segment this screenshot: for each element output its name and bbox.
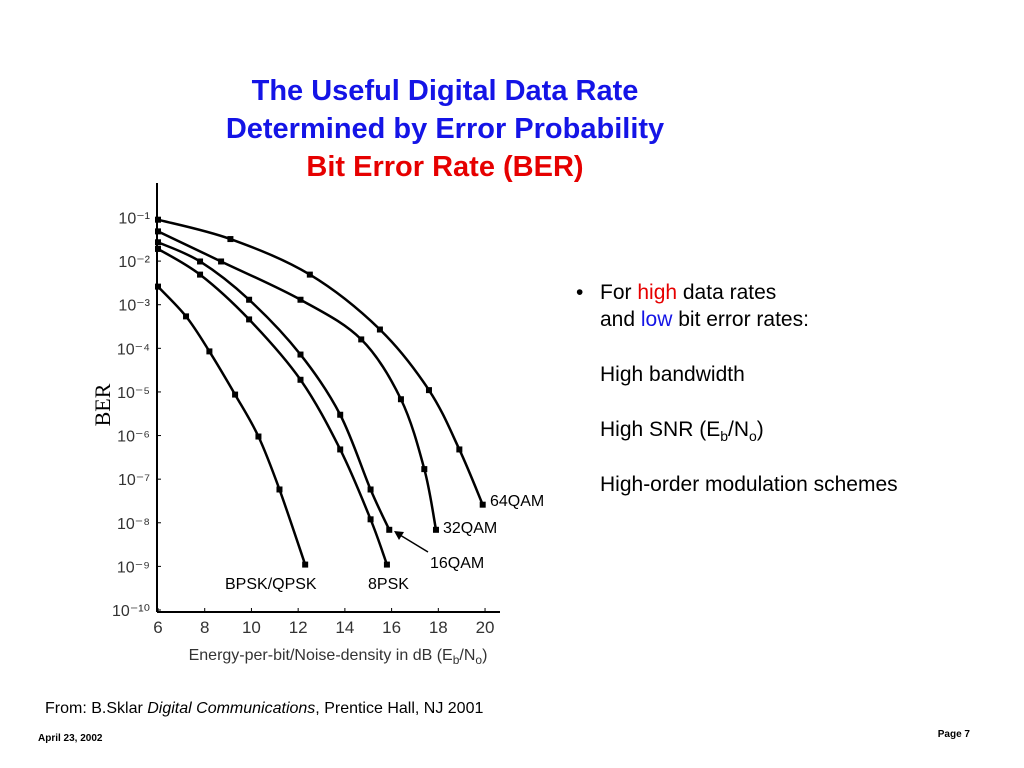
- data-point: [155, 239, 161, 246]
- data-point: [479, 501, 486, 508]
- data-point: [383, 561, 390, 568]
- arrow: [399, 534, 429, 553]
- y-tick-label: 10⁻⁶: [117, 429, 150, 446]
- y-tick-label: 10⁻⁹: [117, 559, 150, 576]
- text: b: [720, 428, 728, 444]
- title-line: Determined by Error Probability: [226, 113, 664, 145]
- data-point: [386, 526, 393, 533]
- text: High SNR (E: [600, 418, 720, 441]
- data-point: [367, 486, 374, 493]
- series-line: [157, 285, 307, 565]
- bullet-text: High bandwidth: [600, 363, 745, 386]
- text: For: [600, 281, 637, 304]
- text: b: [453, 653, 460, 667]
- data-point: [218, 258, 225, 265]
- data-point: [232, 391, 239, 398]
- x-tick-label: 18: [429, 618, 448, 637]
- data-point: [297, 296, 304, 303]
- data-point: [276, 486, 283, 493]
- data-point: [155, 228, 161, 235]
- x-tick-label: 8: [200, 618, 209, 637]
- data-point: [337, 411, 344, 418]
- data-point: [421, 466, 428, 473]
- data-point: [255, 433, 262, 440]
- data-point: [425, 387, 432, 394]
- bullet-text: High SNR (Eb/No): [600, 418, 764, 444]
- text: Energy-per-bit/Noise-density in dB (E: [189, 647, 453, 664]
- text: bit error rates:: [672, 308, 809, 331]
- y-tick-label: 10⁻⁸: [117, 516, 150, 533]
- series-line: [157, 218, 484, 506]
- data-point: [456, 446, 463, 453]
- y-tick-label: 10⁻¹: [118, 210, 150, 227]
- data-point: [227, 236, 234, 243]
- data-point: [306, 271, 313, 278]
- y-tick-label: 10⁻⁷: [118, 472, 150, 489]
- text: data rates: [677, 281, 776, 304]
- text: From: B.Sklar: [45, 700, 147, 717]
- bullet-dot: •: [576, 281, 583, 304]
- text: Digital Communications: [147, 700, 315, 717]
- text: low: [641, 308, 673, 331]
- y-tick-label: 10⁻¹⁰: [112, 603, 150, 620]
- text: ): [757, 418, 764, 441]
- bullet-text: For high data rates: [600, 281, 776, 304]
- bullet-text: High-order modulation schemes: [600, 473, 898, 496]
- series-label: 16QAM: [430, 555, 484, 572]
- text: and: [600, 308, 641, 331]
- x-tick-label: 10: [242, 618, 261, 637]
- data-point: [367, 516, 374, 523]
- text: /N: [459, 647, 475, 664]
- data-point: [206, 348, 213, 355]
- data-point: [155, 245, 161, 252]
- data-point: [297, 376, 304, 383]
- x-tick-label: 16: [382, 618, 401, 637]
- y-tick-label: 10⁻²: [118, 254, 150, 271]
- data-point: [297, 351, 304, 358]
- data-point: [397, 396, 404, 403]
- data-point: [155, 283, 161, 290]
- y-axis-label: BER: [90, 383, 115, 426]
- footer-date: April 23, 2002: [38, 733, 103, 744]
- series-label: 64QAM: [490, 493, 544, 510]
- data-point: [183, 313, 190, 320]
- text: ): [482, 647, 487, 664]
- footer-page: Page 7: [938, 729, 971, 740]
- text: o: [749, 428, 757, 444]
- series-label: 8PSK: [368, 576, 409, 593]
- data-point: [376, 326, 383, 333]
- data-point: [246, 316, 253, 323]
- series-label: BPSK/QPSK: [225, 576, 317, 593]
- y-tick-label: 10⁻⁴: [117, 341, 150, 358]
- y-tick-label: 10⁻⁵: [117, 385, 150, 402]
- data-point: [302, 561, 309, 568]
- series-line: [157, 247, 389, 566]
- x-tick-label: 14: [335, 618, 354, 637]
- x-tick-label: 6: [153, 618, 162, 637]
- data-point: [358, 336, 365, 343]
- text: /N: [728, 418, 749, 441]
- text: high: [637, 281, 677, 304]
- data-point: [197, 271, 204, 278]
- text: , Prentice Hall, NJ 2001: [315, 700, 483, 717]
- x-tick-label: 12: [289, 618, 308, 637]
- x-tick-label: 20: [476, 618, 495, 637]
- bullet-text: and low bit error rates:: [600, 308, 809, 331]
- source: From: B.Sklar Digital Communications, Pr…: [45, 700, 483, 717]
- data-point: [246, 296, 253, 303]
- data-point: [337, 446, 344, 453]
- text: o: [475, 653, 482, 667]
- x-axis-label: Energy-per-bit/Noise-density in dB (Eb/N…: [189, 647, 488, 667]
- title-line: Bit Error Rate (BER): [306, 151, 583, 183]
- y-tick-label: 10⁻³: [118, 298, 150, 315]
- arrow-head: [394, 531, 404, 540]
- series-label: 32QAM: [443, 520, 497, 537]
- data-point: [432, 526, 439, 533]
- data-point: [197, 258, 204, 265]
- title-line: The Useful Digital Data Rate: [252, 75, 639, 107]
- data-point: [155, 216, 161, 223]
